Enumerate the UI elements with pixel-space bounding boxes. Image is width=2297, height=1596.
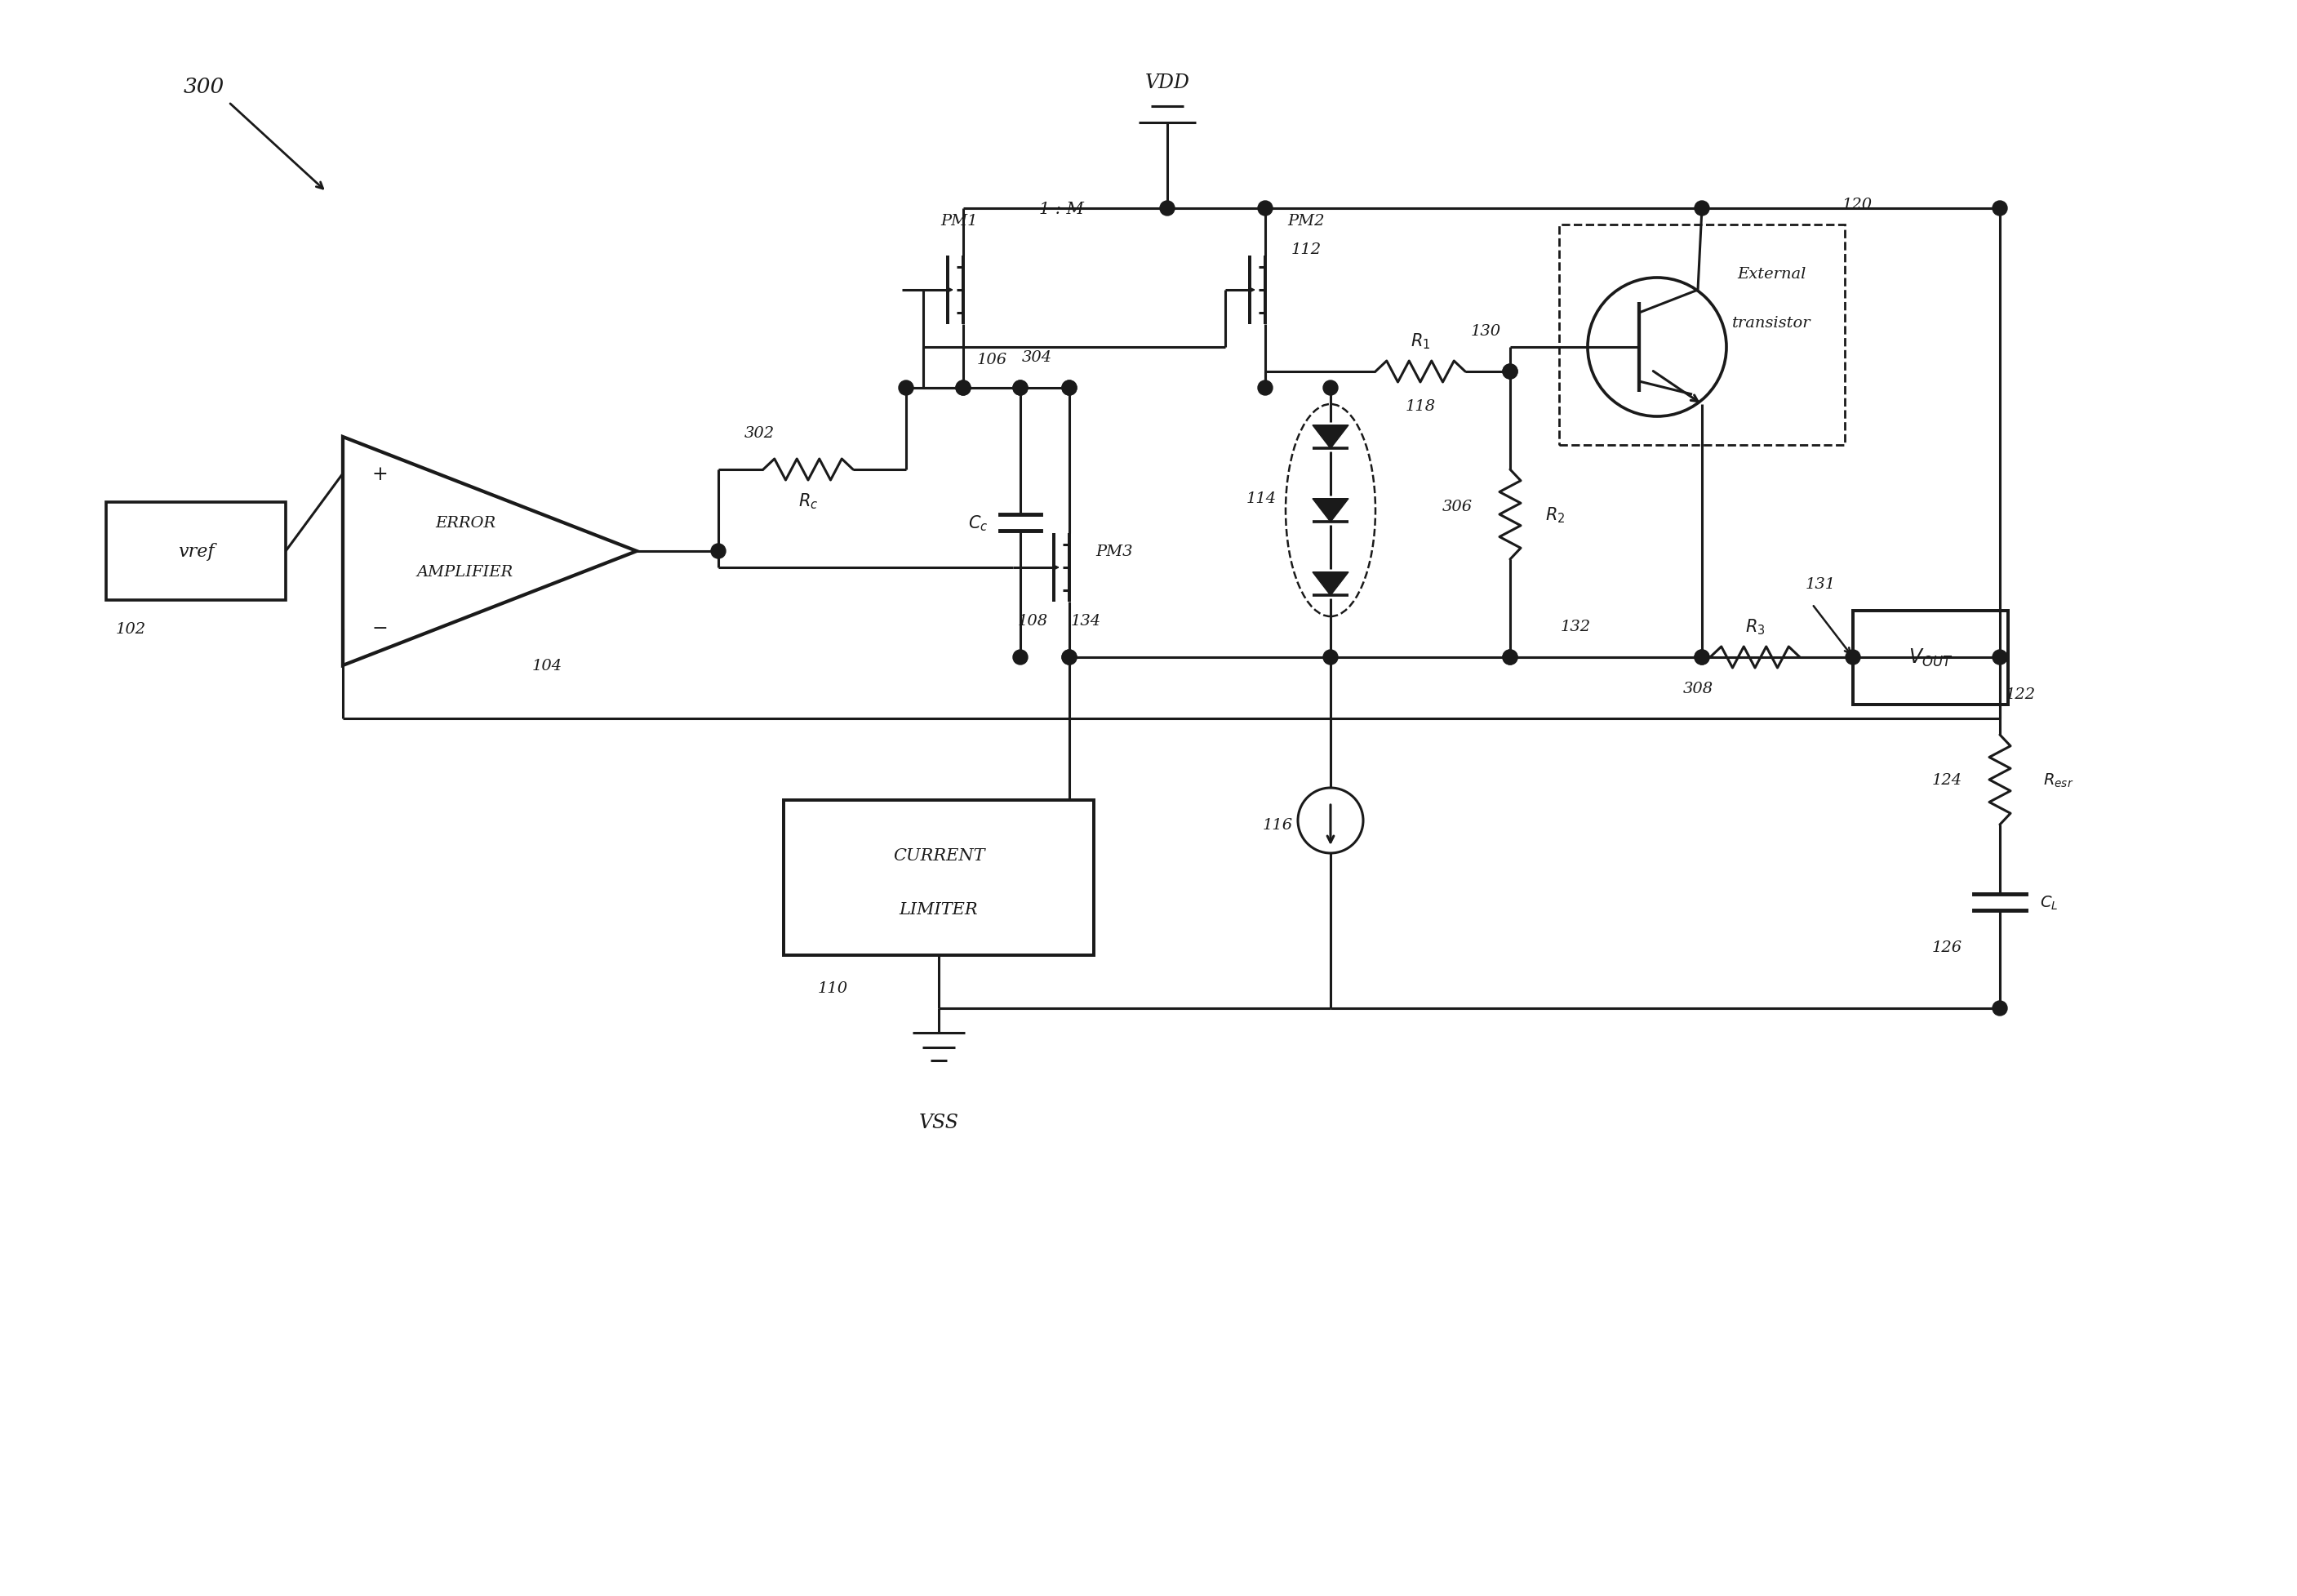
Circle shape — [956, 381, 972, 396]
Text: 106: 106 — [976, 353, 1006, 367]
Text: PM3: PM3 — [1096, 544, 1132, 559]
Text: 118: 118 — [1406, 399, 1436, 413]
Circle shape — [1502, 365, 1518, 380]
Text: 300: 300 — [184, 77, 225, 97]
Circle shape — [1502, 365, 1518, 380]
Text: 102: 102 — [115, 622, 145, 637]
Text: vref: vref — [177, 543, 214, 560]
Text: $R_2$: $R_2$ — [1546, 506, 1564, 525]
Text: 104: 104 — [531, 659, 563, 674]
Text: $R_{esr}$: $R_{esr}$ — [2044, 771, 2074, 788]
Circle shape — [1991, 201, 2008, 215]
Circle shape — [1061, 650, 1077, 666]
Circle shape — [898, 381, 914, 396]
Circle shape — [1013, 381, 1027, 396]
Text: 131: 131 — [1805, 576, 1835, 592]
Text: LIMITER: LIMITER — [900, 902, 979, 916]
Circle shape — [1844, 650, 1861, 666]
Text: External: External — [1737, 267, 1805, 281]
Text: +: + — [372, 464, 388, 484]
Polygon shape — [1312, 573, 1348, 595]
Circle shape — [1013, 381, 1027, 396]
Text: 1 : M: 1 : M — [1038, 201, 1084, 217]
Circle shape — [1061, 650, 1077, 666]
Text: 126: 126 — [1932, 940, 1962, 954]
Text: 134: 134 — [1070, 613, 1100, 629]
Polygon shape — [1312, 500, 1348, 522]
Circle shape — [1695, 650, 1709, 666]
Text: 108: 108 — [1018, 613, 1047, 629]
Text: 122: 122 — [2005, 686, 2035, 702]
Circle shape — [1061, 381, 1077, 396]
Text: 116: 116 — [1263, 817, 1293, 832]
Text: 302: 302 — [744, 426, 774, 440]
Circle shape — [956, 381, 972, 396]
Circle shape — [1160, 201, 1174, 215]
Circle shape — [1502, 650, 1518, 666]
Circle shape — [1061, 381, 1077, 396]
Text: VDD: VDD — [1144, 73, 1190, 93]
Text: 304: 304 — [1022, 350, 1052, 365]
Text: 120: 120 — [1842, 198, 1872, 212]
Circle shape — [1323, 381, 1337, 396]
Text: 308: 308 — [1684, 681, 1714, 696]
Text: PM1: PM1 — [939, 214, 979, 228]
Polygon shape — [1312, 426, 1348, 448]
Text: 112: 112 — [1291, 243, 1321, 257]
Text: ERROR: ERROR — [434, 516, 496, 530]
Circle shape — [1259, 381, 1273, 396]
Circle shape — [1502, 650, 1518, 666]
Text: 306: 306 — [1443, 500, 1472, 514]
Text: 110: 110 — [818, 982, 848, 996]
Circle shape — [1259, 201, 1273, 215]
Circle shape — [1991, 1001, 2008, 1017]
Circle shape — [1991, 650, 2008, 666]
Text: 114: 114 — [1245, 492, 1277, 506]
Text: PM2: PM2 — [1289, 214, 1325, 228]
Text: $V_{OUT}$: $V_{OUT}$ — [1909, 646, 1952, 669]
Text: 124: 124 — [1932, 772, 1962, 787]
Text: CURRENT: CURRENT — [894, 847, 985, 863]
Text: 132: 132 — [1560, 619, 1590, 634]
Circle shape — [1013, 650, 1027, 666]
Circle shape — [712, 544, 726, 559]
Text: $R_c$: $R_c$ — [797, 492, 818, 511]
Text: VSS: VSS — [919, 1114, 958, 1132]
Circle shape — [1695, 201, 1709, 215]
Text: transistor: transistor — [1732, 316, 1810, 330]
Text: $C_L$: $C_L$ — [2040, 894, 2058, 911]
Text: $R_1$: $R_1$ — [1410, 332, 1431, 351]
Circle shape — [1695, 650, 1709, 666]
Text: 130: 130 — [1470, 324, 1500, 338]
Text: $R_3$: $R_3$ — [1746, 618, 1764, 637]
Text: AMPLIFIER: AMPLIFIER — [418, 565, 515, 579]
Circle shape — [1323, 650, 1337, 666]
Text: −: − — [372, 619, 388, 638]
Text: $C_c$: $C_c$ — [967, 514, 988, 533]
